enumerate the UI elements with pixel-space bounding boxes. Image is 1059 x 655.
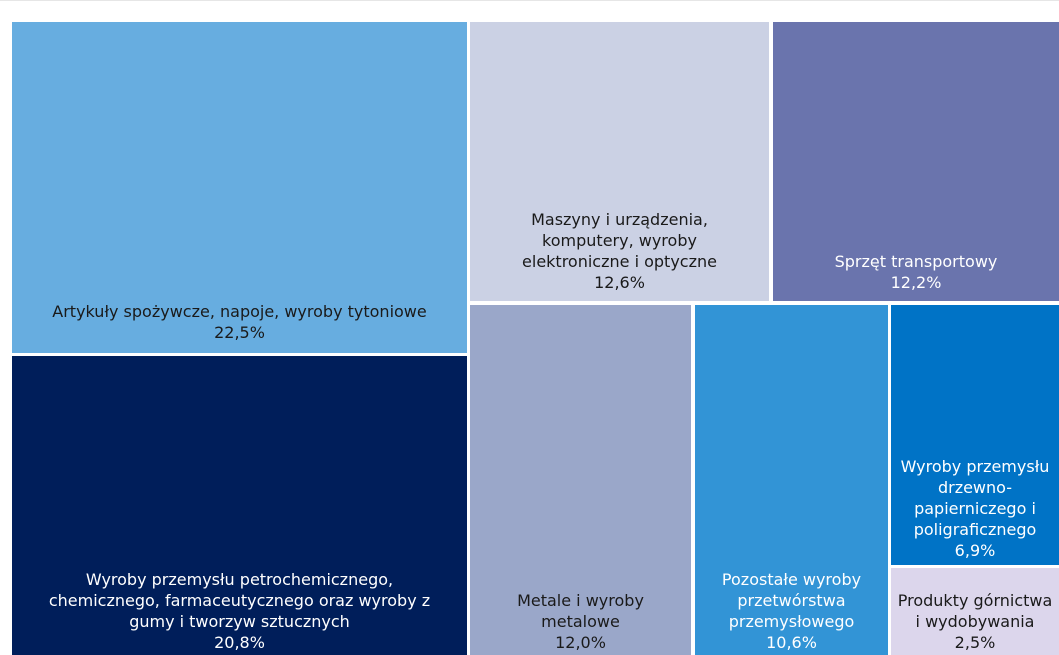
treemap-tile-maszyny: Maszyny i urządzenia, komputery, wyroby … — [470, 22, 769, 301]
tile-value: 6,9% — [954, 541, 996, 560]
treemap-tile-spozywcze: Artykuły spożywcze, napoje, wyroby tyton… — [12, 22, 467, 353]
tile-value: 10,6% — [766, 633, 817, 652]
tile-value: 12,6% — [594, 273, 645, 292]
treemap-tile-drzewno: Wyroby przemysłu drzewno- papierniczego … — [891, 305, 1059, 565]
tile-label: Produkty górnictwa i wydobywania — [897, 591, 1053, 631]
treemap-tile-transport: Sprzęt transportowy 12,2% — [773, 22, 1059, 301]
treemap-tile-gornictwo: Produkty górnictwa i wydobywania 2,5% — [891, 568, 1059, 655]
tile-label: Wyroby przemysłu petrochemicznego, chemi… — [48, 570, 431, 631]
tile-value: 12,0% — [555, 633, 606, 652]
treemap-tile-metale: Metale i wyroby metalowe 12,0% — [470, 305, 691, 655]
treemap-tile-pozostale: Pozostałe wyroby przetwórstwa przemysłow… — [695, 305, 888, 655]
tile-value: 12,2% — [890, 273, 942, 292]
tile-value: 2,5% — [954, 633, 996, 652]
tile-label: Maszyny i urządzenia, komputery, wyroby … — [522, 210, 717, 271]
tile-label: Pozostałe wyroby przetwórstwa przemysłow… — [721, 570, 862, 631]
tile-label: Wyroby przemysłu drzewno- papierniczego … — [900, 457, 1050, 539]
tile-label: Artykuły spożywcze, napoje, wyroby tyton… — [52, 302, 427, 321]
treemap-tile-petrochem: Wyroby przemysłu petrochemicznego, chemi… — [12, 356, 467, 655]
tile-label: Sprzęt transportowy — [834, 252, 998, 271]
tile-value: 20,8% — [214, 633, 265, 652]
tile-value: 22,5% — [214, 323, 265, 342]
tile-label: Metale i wyroby metalowe — [517, 591, 644, 631]
